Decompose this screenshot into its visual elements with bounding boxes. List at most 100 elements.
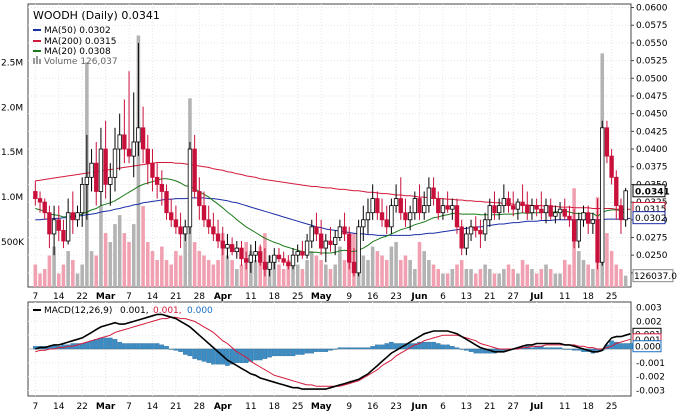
macd-histogram-bar — [98, 337, 104, 350]
candle-body — [436, 198, 441, 214]
macd-histogram-bar — [379, 344, 385, 350]
last-value-flag — [632, 184, 666, 198]
macd-histogram-bar — [323, 348, 329, 352]
date-tick-label: 22 — [76, 402, 87, 412]
volume-bar — [488, 269, 492, 287]
macd-tick-label: 0.002 — [636, 317, 662, 327]
candle — [136, 42, 141, 157]
candle — [323, 233, 328, 263]
volume-bar — [108, 242, 113, 287]
legend-ma50: MA(50) 0.0302 — [44, 26, 111, 36]
volume-bar — [520, 260, 525, 287]
macd-histogram-bar — [426, 341, 432, 350]
candle — [117, 113, 122, 171]
candle-body — [169, 212, 174, 221]
candle-body — [112, 148, 118, 178]
candle-body — [342, 226, 347, 235]
date-tick-label: 11 — [559, 402, 570, 412]
candle — [501, 184, 507, 213]
volume-bar — [577, 251, 581, 287]
candle-body — [511, 205, 516, 210]
volume-bar — [375, 251, 380, 287]
candle-body — [295, 251, 300, 256]
candle — [51, 205, 57, 256]
candle-body — [290, 254, 296, 267]
candle-body — [300, 251, 305, 256]
candle-body — [431, 187, 436, 199]
volume-bar — [127, 242, 131, 287]
candle-body — [229, 244, 235, 253]
date-tick-label: 25 — [606, 292, 617, 302]
volume-axis: 2.5M 2.0M 1.5M 1.0M 500K 126037.0 — [1, 58, 677, 283]
candle-body — [379, 212, 385, 221]
price-panel — [27, 3, 632, 288]
candle-body — [206, 219, 211, 228]
candle — [61, 219, 66, 249]
volume-bar — [202, 255, 206, 287]
macd-histogram-bar — [140, 343, 146, 350]
candle-body — [253, 251, 258, 256]
macd-histogram-bar — [117, 341, 122, 350]
date-tick-label: Mar — [96, 292, 116, 302]
candle-body — [398, 198, 403, 214]
candle-body — [557, 208, 563, 214]
volume-bar — [473, 273, 478, 287]
price-tick-label: 0.0250 — [636, 251, 668, 261]
date-tick-label: 16 — [367, 292, 379, 302]
candle-body — [440, 205, 446, 214]
price-tick-label: 0.0275 — [636, 233, 668, 243]
date-tick-label: 9 — [346, 292, 352, 302]
volume-bar — [42, 269, 47, 287]
volume-bar — [75, 273, 80, 287]
volume-bar — [239, 264, 244, 287]
volume-flag-label: 126037.0 — [634, 272, 677, 282]
candle — [206, 205, 211, 234]
volume-bar — [141, 206, 145, 287]
candle-body — [117, 134, 122, 150]
volume-bar — [47, 255, 52, 287]
date-tick-label: 14 — [147, 402, 159, 412]
candlesticks — [33, 42, 628, 277]
macd-histogram-bar — [183, 348, 188, 355]
candle — [258, 244, 263, 266]
date-tick-label: 27 — [507, 292, 518, 302]
date-tick-label: 25 — [292, 402, 303, 412]
volume-bar — [61, 264, 66, 287]
candle — [618, 198, 624, 234]
macd-line — [35, 313, 631, 390]
date-tick-label: 16 — [367, 402, 379, 412]
volume-bar — [272, 260, 277, 287]
candle-body — [98, 148, 104, 192]
candle-body — [126, 148, 132, 157]
volume-bar — [131, 224, 136, 287]
candle — [211, 212, 216, 242]
candle-body — [571, 219, 577, 242]
candle-body — [553, 212, 558, 217]
date-tick-label: Apr — [214, 402, 232, 412]
macd-histogram-bar — [267, 348, 272, 358]
volume-bar — [478, 269, 483, 287]
macd-histogram-bar — [571, 348, 577, 351]
candle-body — [80, 184, 85, 214]
volume-bar — [338, 246, 342, 287]
candle — [389, 198, 394, 234]
candle — [351, 248, 357, 277]
macd-histogram-bar — [459, 348, 464, 350]
candle-body — [389, 205, 394, 228]
date-tick-label: 21 — [170, 292, 181, 302]
volume-bar — [66, 251, 70, 287]
macd-histogram-bar — [332, 348, 338, 350]
candle-body — [623, 190, 628, 221]
macd-histogram-bar — [108, 337, 113, 350]
volume-bar — [319, 260, 323, 287]
candle — [281, 251, 286, 266]
volume-bar — [464, 269, 469, 287]
candle-body — [595, 219, 600, 263]
date-tick-label: 27 — [507, 402, 518, 412]
candle — [393, 184, 399, 213]
date-tick-label: 13 — [461, 402, 472, 412]
candle — [595, 198, 600, 270]
volume-bar — [605, 233, 609, 287]
chart-title: WOODH (Daily) 0.0341 — [33, 9, 160, 22]
volume-bar — [286, 260, 291, 287]
